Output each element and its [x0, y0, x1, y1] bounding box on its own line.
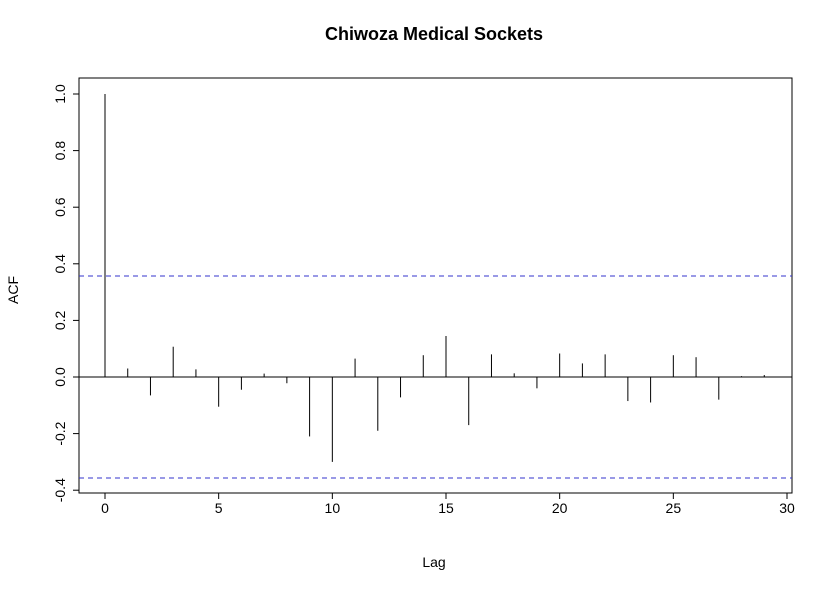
- x-axis-label: Lag: [422, 554, 445, 570]
- x-tick-label: 30: [779, 500, 795, 516]
- acf-stems: [104, 94, 765, 462]
- x-axis: 0 5 10 15 20 25 30: [101, 492, 795, 516]
- y-tick-label: 1.0: [52, 84, 68, 104]
- y-tick-label: 0.4: [52, 254, 68, 274]
- y-tick-label: -0.2: [52, 421, 68, 445]
- chart-title: Chiwoza Medical Sockets: [325, 24, 543, 44]
- y-tick-label: 0.6: [52, 197, 68, 217]
- plot-frame: [78, 77, 793, 494]
- x-tick-label: 5: [215, 500, 223, 516]
- y-axis: -0.4 -0.2 0.0 0.2 0.4 0.6 0.8 1.0: [52, 84, 80, 502]
- x-tick-label: 20: [552, 500, 568, 516]
- y-tick-label: -0.4: [52, 478, 68, 502]
- y-tick-label: 0.0: [52, 367, 68, 387]
- y-tick-label: 0.8: [52, 141, 68, 161]
- x-tick-label: 0: [101, 500, 109, 516]
- y-axis-label: ACF: [5, 276, 21, 304]
- x-tick-label: 25: [666, 500, 682, 516]
- x-tick-label: 15: [438, 500, 454, 516]
- x-tick-label: 10: [325, 500, 341, 516]
- y-tick-label: 0.2: [52, 310, 68, 330]
